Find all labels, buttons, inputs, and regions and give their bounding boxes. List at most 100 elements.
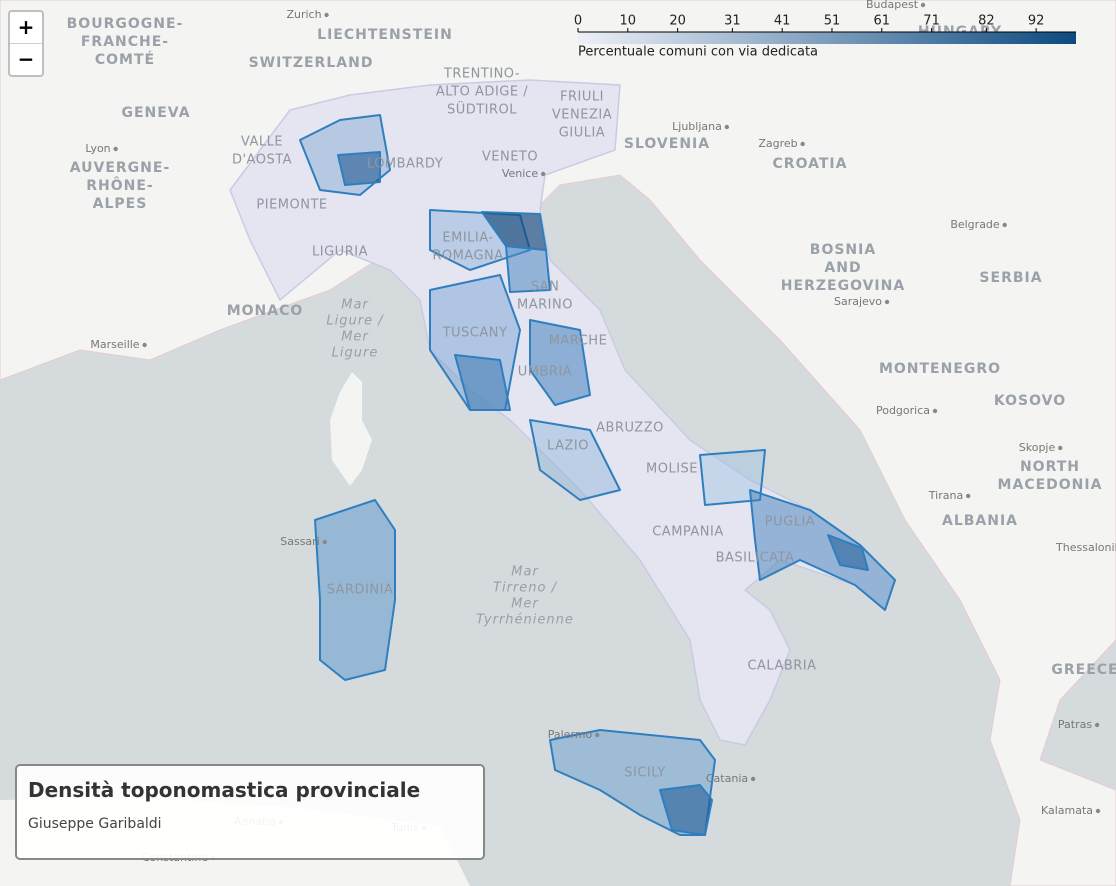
place-label: BOSNIA (810, 242, 876, 258)
place-dot (800, 141, 805, 147)
place-label: SERBIA (979, 270, 1042, 286)
place-label: FRANCHE- (81, 34, 169, 50)
place-dot (540, 171, 546, 177)
place-dot (322, 539, 327, 545)
provinces (299, 114, 896, 836)
place-dot (724, 124, 730, 130)
tick-label: 0 (574, 14, 582, 29)
place-label: Palermo (548, 728, 593, 741)
place-dot (920, 2, 926, 8)
info-subtitle: Giuseppe Garibaldi (28, 816, 162, 832)
place-dot (1058, 445, 1063, 451)
place-label: ABRUZZO (596, 421, 664, 436)
province (749, 489, 896, 611)
place-label: Tyrrhénienne (476, 613, 574, 628)
zoom-in[interactable]: + (17, 15, 35, 39)
place-label: D'AOSTA (232, 153, 292, 168)
place-label: CAMPANIA (652, 525, 724, 540)
place-label: HERZEGOVINA (781, 278, 905, 294)
place-label: Kalamata (1041, 804, 1093, 817)
place-label: NORTH (1020, 459, 1080, 475)
place-dot (1094, 722, 1100, 728)
place-label: SARDINIA (327, 583, 394, 598)
province (529, 319, 591, 406)
place-label: FRIULI (560, 90, 604, 105)
place-label: SÜDTIROL (447, 101, 517, 118)
corsica (330, 372, 372, 486)
province (314, 499, 396, 681)
place-dot (884, 299, 890, 305)
place-label: Lyon (85, 142, 110, 155)
place-label: BOURGOGNE- (67, 16, 184, 32)
place-label: SLOVENIA (624, 136, 710, 152)
place-label: ALTO ADIGE / (436, 85, 528, 100)
place-label: SICILY (624, 766, 665, 781)
place-label: VENEZIA (552, 108, 612, 123)
place-label: Mer (341, 330, 369, 345)
place-label: Marseille (90, 338, 139, 351)
province (659, 784, 713, 836)
place-dot (324, 12, 329, 18)
place-label: TRENTINO- (443, 67, 520, 82)
place-label: MONTENEGRO (879, 361, 1001, 377)
place-label: TUSCANY (442, 326, 508, 341)
place-label: Zurich (286, 8, 321, 21)
tick-label: 31 (724, 14, 741, 29)
place-label: MARINO (517, 298, 573, 313)
place-label: ALBANIA (942, 513, 1018, 529)
place-label: Tirana (928, 489, 963, 502)
place-dot (750, 776, 756, 782)
place-label: MACEDONIA (998, 477, 1103, 493)
province (505, 245, 551, 293)
place-label: PUGLIA (765, 515, 815, 530)
place-label: LAZIO (547, 439, 589, 454)
province (529, 419, 621, 501)
place-dot (1002, 222, 1007, 228)
place-dot (113, 146, 118, 152)
place-label: COMTÉ (95, 51, 155, 68)
place-label: Mer (511, 597, 539, 612)
tick-label: 61 (874, 14, 891, 29)
place-label: Catania (706, 772, 748, 785)
place-label: Tirreno / (493, 581, 558, 596)
place-label: Podgorica (876, 404, 930, 417)
place-label: RHÔNE- (86, 176, 154, 194)
info-box: Densità toponomastica provinciale Giusep… (15, 764, 485, 860)
map-labels: Zurich LIECHTENSTEIN BOURGOGNE- FRANCHE-COM… (67, 0, 1116, 864)
place-label: UMBRIA (518, 365, 572, 380)
place-label: Zagreb (758, 137, 797, 150)
province (454, 354, 511, 411)
place-label: VENETO (482, 150, 538, 165)
place-label: Ljubljana (672, 120, 722, 133)
place-label: KOSOVO (994, 393, 1066, 409)
place-label: GENEVA (121, 105, 190, 121)
place-label: Budapest (866, 0, 919, 11)
place-label: Ligure / (326, 314, 384, 329)
place-label: MONACO (227, 303, 304, 319)
place-label: SWITZERLAND (249, 55, 374, 71)
province (337, 151, 381, 186)
place-label: CROATIA (773, 156, 848, 172)
tick-label: 71 (923, 14, 940, 29)
place-label: LOMBARDY (367, 157, 443, 172)
place-label: Skopje (1019, 441, 1056, 454)
province (827, 534, 869, 571)
place-label: Mar (341, 298, 369, 313)
place-label: VALLE (241, 135, 283, 150)
place-dot (932, 408, 938, 414)
place-label: CALABRIA (747, 659, 816, 674)
place-label: Venice (502, 167, 539, 180)
tick-label: 92 (1028, 14, 1045, 29)
place-dot (595, 732, 600, 738)
place-label: Belgrade (950, 218, 1000, 231)
tick-label: 41 (774, 14, 791, 29)
place-label: AND (824, 260, 861, 276)
zoom-out[interactable]: − (10, 43, 42, 75)
place-label: PIEMONTE (256, 198, 327, 213)
place-label: BASILICATA (716, 551, 795, 566)
place-label: SAN (531, 280, 560, 295)
place-label: Mar (511, 565, 539, 580)
